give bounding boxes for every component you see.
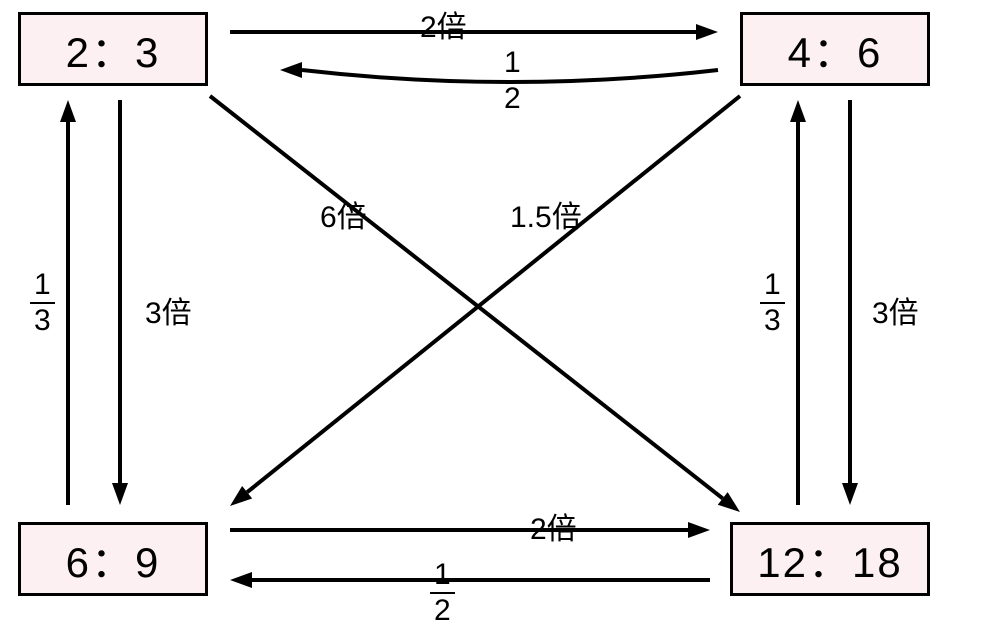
label-top-2x-text: 2倍 bbox=[420, 11, 467, 44]
label-right-3x-text: 3倍 bbox=[872, 297, 919, 330]
label-left-3x: 3倍 bbox=[145, 288, 192, 332]
fraction-num: 1 bbox=[430, 560, 455, 592]
label-left-third: 1 3 bbox=[30, 270, 55, 336]
right-up-arrow bbox=[790, 100, 806, 505]
fraction-icon: 1 3 bbox=[760, 270, 785, 336]
label-left-3x-text: 3倍 bbox=[145, 297, 192, 330]
diagram-stage: 2：3 4：6 6：9 12：18 2倍 1 2 1 3 3倍 1 3 3倍 2… bbox=[0, 0, 1000, 617]
fraction-icon: 1 2 bbox=[430, 560, 455, 626]
label-right-third: 1 3 bbox=[760, 270, 785, 336]
ratio-box-tr: 4：6 bbox=[740, 12, 930, 86]
diag-tr-bl-arrow bbox=[230, 96, 740, 506]
top-right-arrow bbox=[230, 24, 718, 40]
label-top-half: 1 2 bbox=[500, 48, 525, 114]
fraction-num: 1 bbox=[30, 270, 55, 302]
ratio-text-tr: 4：6 bbox=[788, 19, 883, 80]
fraction-den: 3 bbox=[760, 302, 785, 336]
fraction-den: 2 bbox=[500, 80, 525, 114]
top-left-arrow bbox=[280, 62, 718, 82]
ratio-text-br: 12：18 bbox=[757, 529, 902, 590]
fraction-num: 1 bbox=[500, 48, 525, 80]
bottom-left-arrow bbox=[230, 572, 710, 588]
ratio-box-bl: 6：9 bbox=[18, 522, 208, 596]
ratio-text-bl: 6：9 bbox=[66, 529, 161, 590]
label-diag-1p5x: 1.5倍 bbox=[510, 192, 582, 236]
right-down-arrow bbox=[842, 100, 858, 505]
label-top-2x: 2倍 bbox=[420, 2, 467, 46]
ratio-box-tl: 2：3 bbox=[18, 12, 208, 86]
ratio-text-tl: 2：3 bbox=[66, 19, 161, 80]
label-diag-1p5x-text: 1.5倍 bbox=[510, 201, 582, 234]
fraction-den: 2 bbox=[430, 592, 455, 626]
label-bottom-half: 1 2 bbox=[430, 560, 455, 626]
label-bottom-2x-text: 2倍 bbox=[530, 513, 577, 546]
ratio-box-br: 12：18 bbox=[730, 522, 930, 596]
fraction-icon: 1 3 bbox=[30, 270, 55, 336]
left-down-arrow bbox=[112, 100, 128, 505]
bottom-right-arrow bbox=[230, 522, 710, 538]
label-right-3x: 3倍 bbox=[872, 288, 919, 332]
fraction-icon: 1 2 bbox=[500, 48, 525, 114]
label-bottom-2x: 2倍 bbox=[530, 504, 577, 548]
label-diag-6x: 6倍 bbox=[320, 192, 367, 236]
label-diag-6x-text: 6倍 bbox=[320, 201, 367, 234]
left-up-arrow bbox=[60, 100, 76, 505]
fraction-num: 1 bbox=[760, 270, 785, 302]
fraction-den: 3 bbox=[30, 302, 55, 336]
